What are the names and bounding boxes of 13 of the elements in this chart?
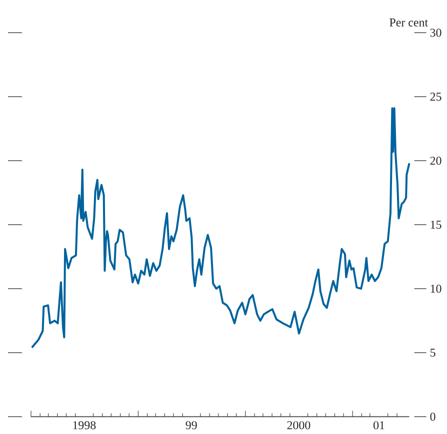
x-tick-label: 01 <box>374 421 384 430</box>
x-tick-label: 1998 <box>73 421 96 430</box>
y-tick-label: 10 <box>430 284 442 293</box>
y-tick-label: 25 <box>430 92 442 101</box>
x-tick-label: 99 <box>186 421 197 430</box>
x-tick-label: 2000 <box>287 421 310 430</box>
y-tick-label: 30 <box>430 28 442 37</box>
y-tick-label: 15 <box>430 220 442 229</box>
y-tick-label: 0 <box>430 412 436 421</box>
y-tick-label: 20 <box>430 156 442 165</box>
line-series <box>30 107 410 349</box>
y-axis-title: Per cent <box>390 18 428 26</box>
y-tick-label: 5 <box>430 348 436 357</box>
